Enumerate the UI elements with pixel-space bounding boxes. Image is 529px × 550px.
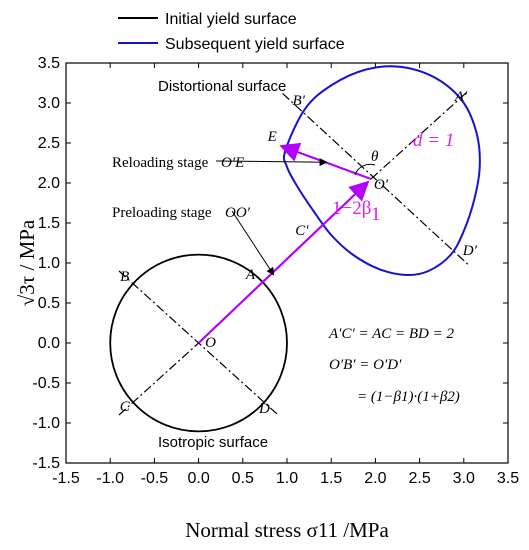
y-tick-label: 2.0 xyxy=(38,175,60,192)
x-tick-label: -1.0 xyxy=(96,470,124,487)
legend-label-initial: Initial yield surface xyxy=(165,11,297,28)
isotropic-surface-label: Isotropic surface xyxy=(158,434,268,451)
point-label: A′ xyxy=(454,89,468,105)
y-tick-label: 0.5 xyxy=(38,295,60,312)
beta-label: 1−2β xyxy=(332,198,371,219)
x-tick-label: 0.5 xyxy=(232,470,254,487)
reloading-math: O′E xyxy=(221,155,244,171)
point-label: O xyxy=(205,335,216,351)
point-label: C xyxy=(120,399,131,415)
point-label: A xyxy=(245,267,256,283)
point-label: D xyxy=(258,401,270,417)
reloading-label: Reloading stage xyxy=(112,155,209,171)
reloading-pointer xyxy=(215,158,328,167)
theta-label: θ xyxy=(371,149,379,165)
preloading-math: OO′ xyxy=(225,205,251,221)
y-tick-label: -0.5 xyxy=(32,375,60,392)
preloading-vector xyxy=(197,180,370,344)
point-label: E xyxy=(267,129,277,145)
guide-line-oprime-aprime xyxy=(370,90,469,180)
y-tick-label: -1.0 xyxy=(32,415,60,432)
preloading-label: Preloading stage xyxy=(112,205,212,221)
legend-label-subsequent: Subsequent yield surface xyxy=(165,36,345,53)
x-tick-label: 0.0 xyxy=(187,470,209,487)
guide-line-bprime-dprime xyxy=(282,92,469,266)
point-label: D′ xyxy=(462,243,478,259)
x-tick-label: 1.5 xyxy=(320,470,342,487)
subsequent-yield-surface xyxy=(282,65,481,277)
equation-2: O′B′ = O′D′ xyxy=(329,357,402,373)
distortional-surface-label: Distortional surface xyxy=(158,78,286,95)
x-axis-title: Normal stress σ11 /MPa xyxy=(185,518,389,542)
x-tick-label: 3.0 xyxy=(453,470,475,487)
theta-arc xyxy=(354,163,376,176)
x-tick-label: -0.5 xyxy=(141,470,169,487)
point-label: O′ xyxy=(374,177,389,193)
legend: Initial yield surface Subsequent yield s… xyxy=(118,11,345,53)
equation-3: = (1−β1)·(1+β2) xyxy=(357,389,460,405)
y-tick-label: 1.0 xyxy=(38,255,60,272)
y-tick-label: 3.0 xyxy=(38,95,60,112)
d-label: d = 1 xyxy=(413,130,454,151)
initial-yield-surface xyxy=(109,253,288,433)
point-label: C′ xyxy=(295,223,309,239)
equation-1: A′C′ = AC = BD = 2 xyxy=(328,326,454,342)
y-tick-label: -1.5 xyxy=(32,455,60,472)
x-tick-label: -1.5 xyxy=(52,470,80,487)
y-tick-label: 3.5 xyxy=(38,55,60,72)
y-tick-label: 2.5 xyxy=(38,135,60,152)
x-tick-label: 2.0 xyxy=(364,470,386,487)
y-tick-label: 0.0 xyxy=(38,335,60,352)
x-tick-label: 3.5 xyxy=(497,470,519,487)
x-tick-label: 2.5 xyxy=(408,470,430,487)
point-label: B xyxy=(120,269,129,285)
y-tick-label: 1.5 xyxy=(38,215,60,232)
point-label: B′ xyxy=(292,93,305,109)
x-tick-label: 1.0 xyxy=(276,470,298,487)
guide-line-co xyxy=(118,342,200,416)
beta-sub: 1 xyxy=(371,204,381,225)
preloading-pointer xyxy=(231,210,275,276)
y-axis-title: √3τ / MPa xyxy=(15,219,39,306)
